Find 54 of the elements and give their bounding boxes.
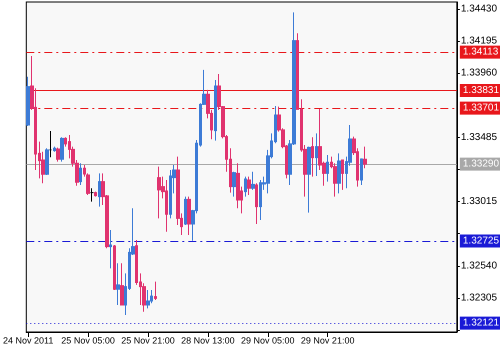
candlestick [187, 196, 191, 236]
candlestick [255, 182, 258, 224]
candlestick [165, 179, 168, 232]
x-tick-label: 29 Nov 05:00 [241, 336, 295, 346]
candlestick [113, 244, 116, 290]
candlestick [259, 179, 262, 221]
candlestick [154, 281, 157, 301]
candlestick [232, 171, 236, 198]
y-tick-label: 1.32305 [460, 292, 498, 304]
candlestick [363, 146, 367, 169]
candlestick [90, 188, 94, 202]
ref-line-label: 1.33701 [462, 102, 500, 114]
y-tick-label: 1.32540 [460, 260, 498, 272]
candlestick [157, 166, 161, 219]
candlestick [116, 262, 120, 306]
candlestick [244, 176, 247, 198]
ref-line-label: 1.33831 [462, 84, 500, 96]
candlestick [94, 191, 97, 198]
y-tick-label: 1.34430 [460, 3, 498, 14]
candlestick [360, 158, 363, 186]
candlestick [60, 136, 64, 162]
candlestick [26, 76, 30, 126]
x-tick-label: 25 Nov 21:00 [121, 336, 175, 346]
ref-line-label: 1.33290 [462, 158, 500, 170]
y-tick-label: 1.34195 [460, 35, 498, 46]
ref-line-label: 1.34113 [462, 46, 499, 58]
candlestick [56, 147, 60, 162]
ref-line-label: 1.32121 [462, 318, 500, 329]
candlestick [315, 132, 318, 177]
candlestick [49, 130, 52, 158]
candlestick [109, 229, 112, 269]
y-tick-label: 1.33485 [460, 132, 498, 144]
candlestick [326, 154, 329, 182]
candlestick [184, 196, 187, 226]
candlestick [98, 172, 101, 208]
candlestick [53, 146, 56, 152]
candlestick [251, 171, 255, 190]
x-tick-label: 29 Nov 21:00 [300, 336, 354, 346]
x-tick-label: 25 Nov 05:00 [61, 336, 115, 346]
y-tick-label: 1.33015 [460, 196, 498, 207]
candlestick [311, 136, 314, 178]
x-tick-label: 28 Nov 13:00 [181, 336, 235, 346]
candlestick [341, 159, 344, 190]
candlestick [247, 176, 251, 196]
candlestick [307, 146, 311, 214]
candlestick [120, 262, 124, 306]
x-tick-label: 24 Nov 2011 [2, 336, 54, 346]
ref-line-label: 1.32725 [462, 235, 500, 246]
candlestick [45, 148, 49, 176]
candlestick [214, 79, 217, 142]
candlestick [146, 289, 150, 309]
candlestick [337, 152, 341, 194]
y-tick-label: 1.33960 [460, 67, 498, 78]
candlestick [79, 162, 82, 186]
